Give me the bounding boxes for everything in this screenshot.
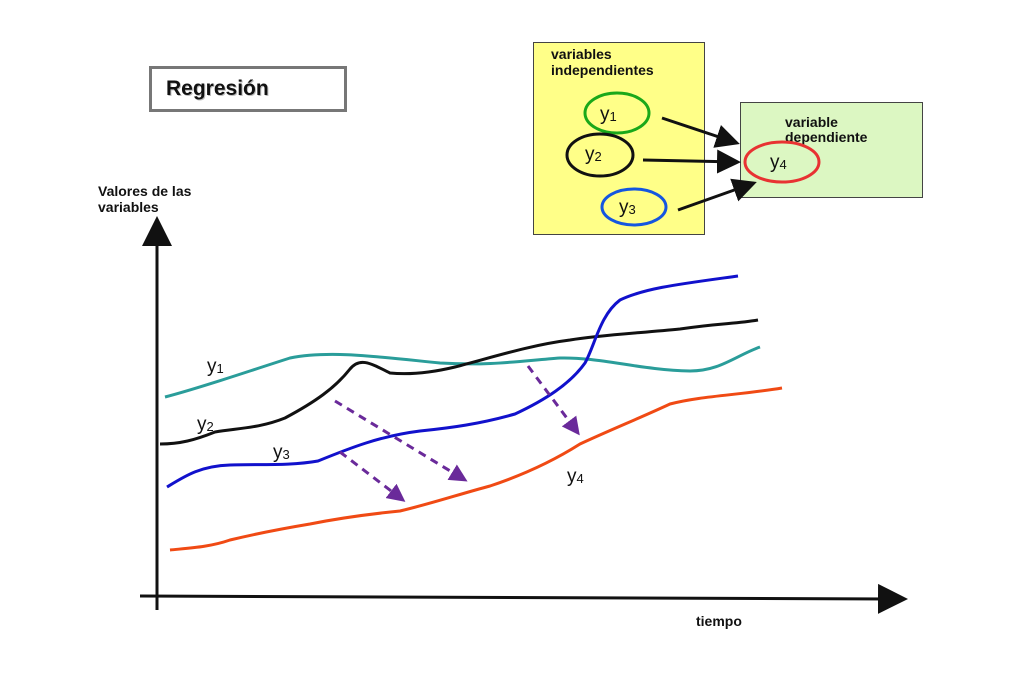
title-box: Regresión — [149, 66, 347, 112]
independent-label-line2: independientes — [551, 62, 654, 78]
node-y1-ellipse — [583, 91, 651, 135]
node-y3-label: y3 — [619, 197, 636, 218]
node-y2-label: y2 — [585, 144, 602, 165]
node-y4-ellipse — [743, 140, 821, 184]
curve-label-y3: y3 — [273, 442, 290, 463]
y-axis-label-line2: variables — [98, 199, 159, 215]
arrow-y2-to-y4 — [642, 149, 741, 174]
curve-y4 — [169, 386, 783, 552]
dashed-arrow-y2-to-y4 — [334, 399, 468, 482]
curve-label-y2: y2 — [197, 414, 214, 435]
independent-label-line1: variables — [551, 46, 612, 62]
curve-label-y1: y1 — [207, 356, 224, 377]
x-axis-label: tiempo — [696, 613, 742, 629]
dependent-label-line2: dependiente — [785, 129, 868, 145]
arrow-y1-to-y4 — [661, 116, 740, 148]
curve-y3 — [166, 274, 739, 489]
arrow-y3-to-y4 — [677, 178, 757, 212]
curve-y1 — [164, 345, 761, 399]
curve-label-y4: y4 — [567, 466, 584, 487]
node-y1-label: y1 — [600, 104, 617, 125]
node-y4-label: y4 — [770, 152, 787, 173]
curve-y2 — [159, 318, 759, 446]
dependent-label-line1: variable — [785, 114, 838, 130]
y-axis-label-line1: Valores de las — [98, 183, 192, 199]
dashed-arrow-y1-to-y4 — [526, 365, 580, 436]
node-y2-ellipse — [565, 132, 635, 178]
independent-variables-box: variables independientes — [533, 42, 705, 235]
dashed-arrow-y3-to-y4 — [339, 450, 406, 502]
diagram-title: Regresión — [166, 77, 269, 100]
node-y3-ellipse — [600, 187, 668, 227]
x-axis — [139, 583, 908, 614]
